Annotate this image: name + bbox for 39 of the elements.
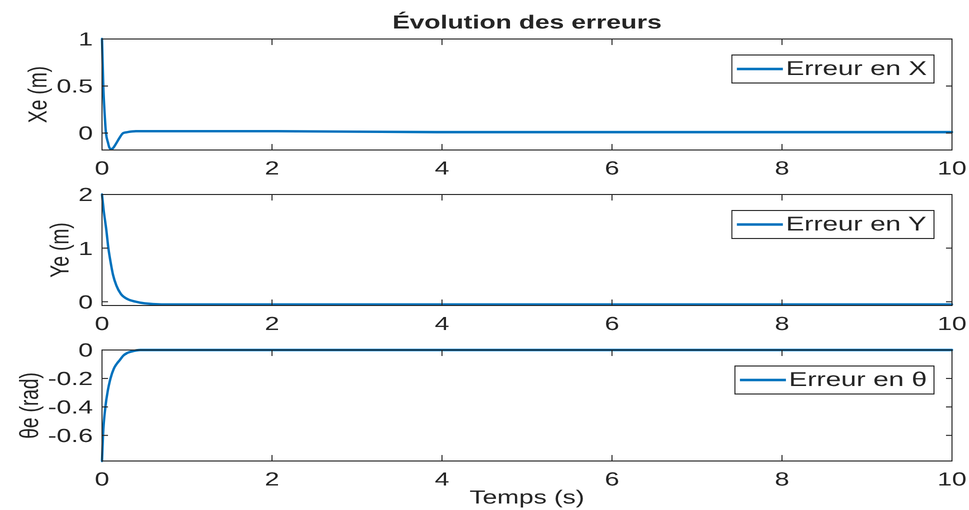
x-tick-label: 4 — [434, 157, 450, 179]
legend-label: Erreur en θ — [788, 368, 927, 392]
x-tick-label: 4 — [434, 312, 450, 334]
x-tick-label: 8 — [774, 157, 790, 179]
x-tick-label: 8 — [774, 468, 790, 490]
y-tick-label: -0.6 — [48, 424, 93, 446]
y-tick-label: 1 — [78, 237, 93, 259]
x-axis-title: Temps (s) — [470, 486, 584, 508]
x-tick-label: 0 — [94, 312, 110, 334]
y-axis-title: Ye (m) — [44, 222, 74, 278]
y-axis-title: Xe (m) — [22, 66, 52, 123]
x-tick-label: 0 — [94, 468, 110, 490]
line-series — [100, 348, 954, 462]
legend-label: Erreur en Y — [786, 213, 926, 236]
x-tick-label: 8 — [774, 312, 790, 334]
x-tick-label: 6 — [604, 468, 620, 490]
y-tick-label: -0.4 — [48, 396, 94, 418]
x-tick-label: 10 — [937, 157, 967, 179]
x-tick-label: 10 — [937, 312, 967, 334]
x-tick-label: 2 — [264, 468, 280, 490]
chart-title: Évolution des erreurs — [392, 11, 662, 33]
x-tick-label: 4 — [434, 468, 450, 490]
y-tick-label: 0 — [78, 122, 93, 144]
y-tick-label: -0.2 — [48, 368, 93, 390]
y-tick-label: 0 — [78, 290, 93, 313]
legend-label: Erreur en X — [786, 58, 927, 80]
x-tick-label: 6 — [604, 312, 620, 334]
y-tick-label: 2 — [78, 184, 93, 206]
y-axis-title: θe (rad) — [14, 372, 44, 439]
y-tick-label: 0 — [78, 339, 93, 361]
y-tick-label: 0.5 — [56, 75, 93, 97]
x-tick-label: 6 — [604, 157, 620, 179]
x-tick-label: 2 — [264, 312, 280, 334]
x-tick-label: 0 — [94, 157, 110, 179]
line-series — [100, 38, 954, 150]
x-tick-label: 2 — [264, 157, 280, 179]
x-tick-label: 10 — [937, 468, 967, 490]
y-tick-label: 1 — [78, 28, 93, 50]
line-series — [100, 193, 954, 306]
